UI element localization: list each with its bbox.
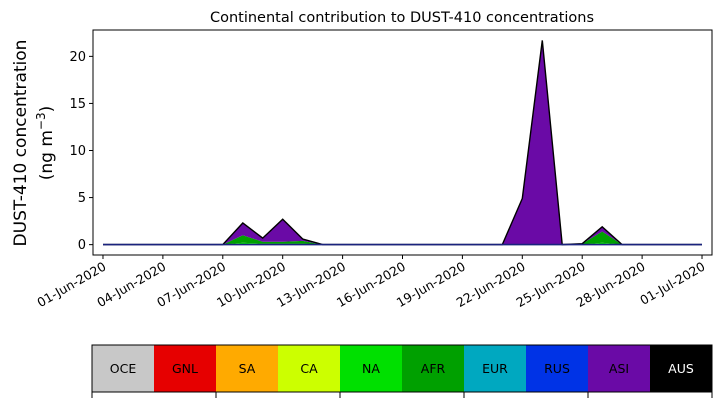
- x-axis: 01-Jun-202004-Jun-202007-Jun-202010-Jun-…: [34, 255, 708, 310]
- legend-label-afr: AFR: [421, 361, 446, 376]
- chart-title: Continental contribution to DUST-410 con…: [210, 10, 594, 26]
- legend-border: [91, 344, 713, 393]
- y-tick-label: 10: [69, 144, 86, 159]
- legend-swatch-afr: [402, 345, 464, 392]
- y-axis-label-line1: DUST-410 concentration: [11, 40, 31, 247]
- y-tick-label: 5: [78, 191, 86, 206]
- legend-label-gnl: GNL: [172, 361, 198, 376]
- legend-swatch-oce: [92, 345, 154, 392]
- total-outline: [103, 40, 702, 246]
- legend-label-rus: RUS: [544, 361, 570, 376]
- plot-area: [103, 40, 702, 246]
- legend-label-sa: SA: [239, 361, 256, 376]
- legend-label-oce: OCE: [110, 361, 137, 376]
- axes-border: [92, 29, 713, 256]
- y-axis-label-units-prefix: (ng m: [37, 130, 57, 180]
- y-axis-label: DUST-410 concentration: [11, 40, 31, 247]
- y-axis: 0 5 10 15 20: [69, 50, 93, 253]
- area-asi: [103, 40, 702, 245]
- legend-label-asi: ASI: [609, 361, 629, 376]
- x-tick-label: 01-Jul-2020: [637, 259, 707, 308]
- legend-swatch-ca: [278, 345, 340, 392]
- area-aus: [103, 40, 702, 245]
- legend-swatch-rus: [526, 345, 588, 392]
- area-afr: [103, 231, 702, 245]
- legend-swatch-na: [340, 345, 402, 392]
- legend-label-na: NA: [362, 361, 380, 376]
- axes-frame: [92, 29, 713, 256]
- y-tick-label: 15: [69, 97, 86, 112]
- legend-colorbar: OCE GNL SA CA NA AFR EUR RUS ASI AUS: [91, 344, 713, 398]
- y-tick-label: 0: [78, 238, 86, 253]
- y-axis-label-units-sup: −3: [34, 112, 48, 130]
- legend-swatch-aus: [650, 345, 712, 392]
- legend-label-eur: EUR: [482, 361, 508, 376]
- legend-swatch-sa: [216, 345, 278, 392]
- y-tick-label: 20: [69, 50, 86, 65]
- y-axis-label-units: (ng m−3): [34, 106, 57, 181]
- legend-label-aus: AUS: [668, 361, 694, 376]
- y-axis-label-units-suffix: ): [37, 106, 57, 113]
- legend-label-ca: CA: [300, 361, 318, 376]
- legend-swatch-eur: [464, 345, 526, 392]
- legend-swatch-asi: [588, 345, 650, 392]
- legend-swatch-gnl: [154, 345, 216, 392]
